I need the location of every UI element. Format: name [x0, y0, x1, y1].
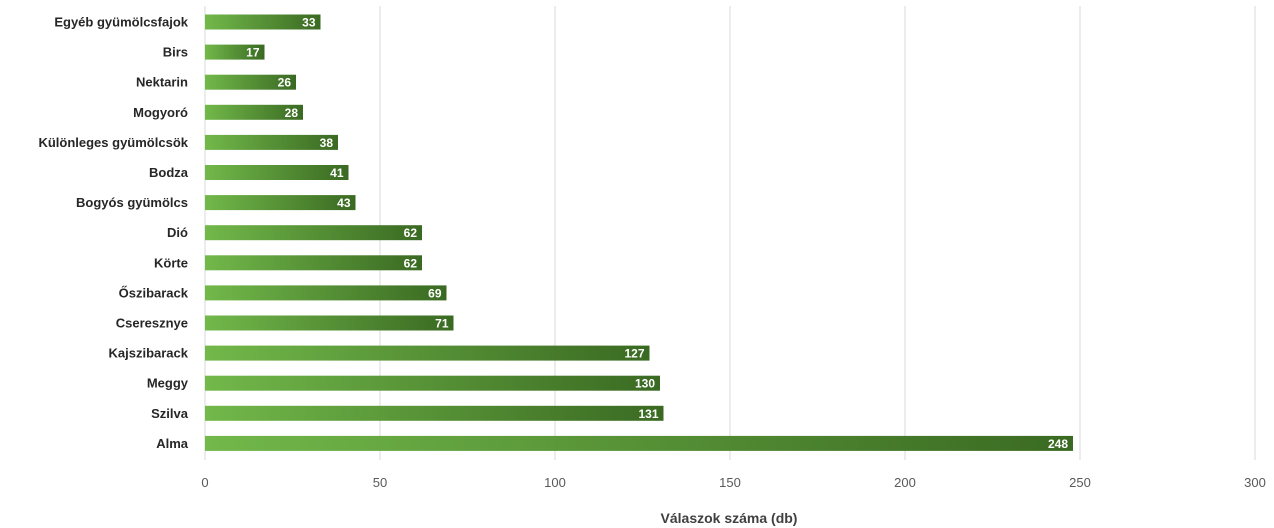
category-labels: Egyéb gyümölcsfajok Birs Nektarin Mogyoró Kü…	[38, 15, 188, 451]
bar	[205, 74, 296, 90]
bar	[205, 435, 1073, 451]
category-label: Bodza	[149, 165, 189, 180]
data-label: 62	[404, 256, 418, 270]
x-tick-label: 50	[373, 475, 387, 490]
category-label: Meggy	[147, 376, 189, 391]
x-tick-label: 0	[201, 475, 208, 490]
data-label: 130	[635, 377, 655, 391]
x-tick-label: 100	[544, 475, 566, 490]
x-tick-label: 250	[1069, 475, 1091, 490]
category-label: Különleges gyümölcsök	[38, 135, 188, 150]
data-label: 131	[638, 407, 658, 421]
data-label: 43	[337, 196, 351, 210]
data-label: 69	[428, 286, 442, 300]
category-label: Mogyoró	[133, 105, 188, 120]
data-label: 62	[404, 226, 418, 240]
data-label: 71	[435, 317, 449, 331]
gridlines	[204, 6, 1256, 460]
bar	[205, 14, 321, 30]
bar	[205, 285, 447, 301]
bars	[205, 14, 1073, 451]
category-label: Egyéb gyümölcsfajok	[54, 15, 188, 30]
bar	[205, 134, 338, 150]
category-label: Nektarin	[136, 75, 188, 90]
category-label: Szilva	[151, 406, 189, 421]
data-label: 28	[285, 106, 299, 120]
bar	[205, 405, 664, 421]
data-label: 41	[330, 166, 344, 180]
data-label: 38	[320, 136, 334, 150]
bar	[205, 315, 454, 331]
x-tick-labels: 0 50 100 150 200 250 300	[201, 475, 1265, 490]
x-tick-label: 150	[719, 475, 741, 490]
x-tick-label: 200	[894, 475, 916, 490]
category-label: Őszibarack	[119, 285, 189, 300]
category-label: Birs	[163, 45, 188, 60]
bar	[205, 195, 356, 211]
category-label: Kajszibarack	[109, 346, 189, 361]
bar	[205, 104, 303, 120]
category-label: Alma	[156, 436, 189, 451]
category-label: Bogyós gyümölcs	[76, 195, 188, 210]
bar	[205, 255, 422, 271]
data-label: 26	[278, 76, 292, 90]
x-axis-title: Válaszok száma (db)	[661, 510, 798, 526]
data-label: 33	[302, 16, 316, 30]
category-label: Körte	[154, 255, 188, 270]
data-labels: 33 17 26 28 38 41 43 62 62 69 71 127 130 131 248	[246, 16, 1068, 451]
bar	[205, 44, 265, 60]
bar	[205, 165, 349, 180]
category-label: Cseresznye	[116, 316, 188, 331]
data-label: 17	[246, 46, 260, 60]
data-label: 127	[624, 347, 644, 361]
x-tick-label: 300	[1244, 475, 1266, 490]
bar	[205, 375, 660, 391]
data-label: 248	[1048, 437, 1068, 451]
category-label: Dió	[167, 225, 188, 240]
bar	[205, 225, 422, 241]
bar	[205, 345, 650, 361]
